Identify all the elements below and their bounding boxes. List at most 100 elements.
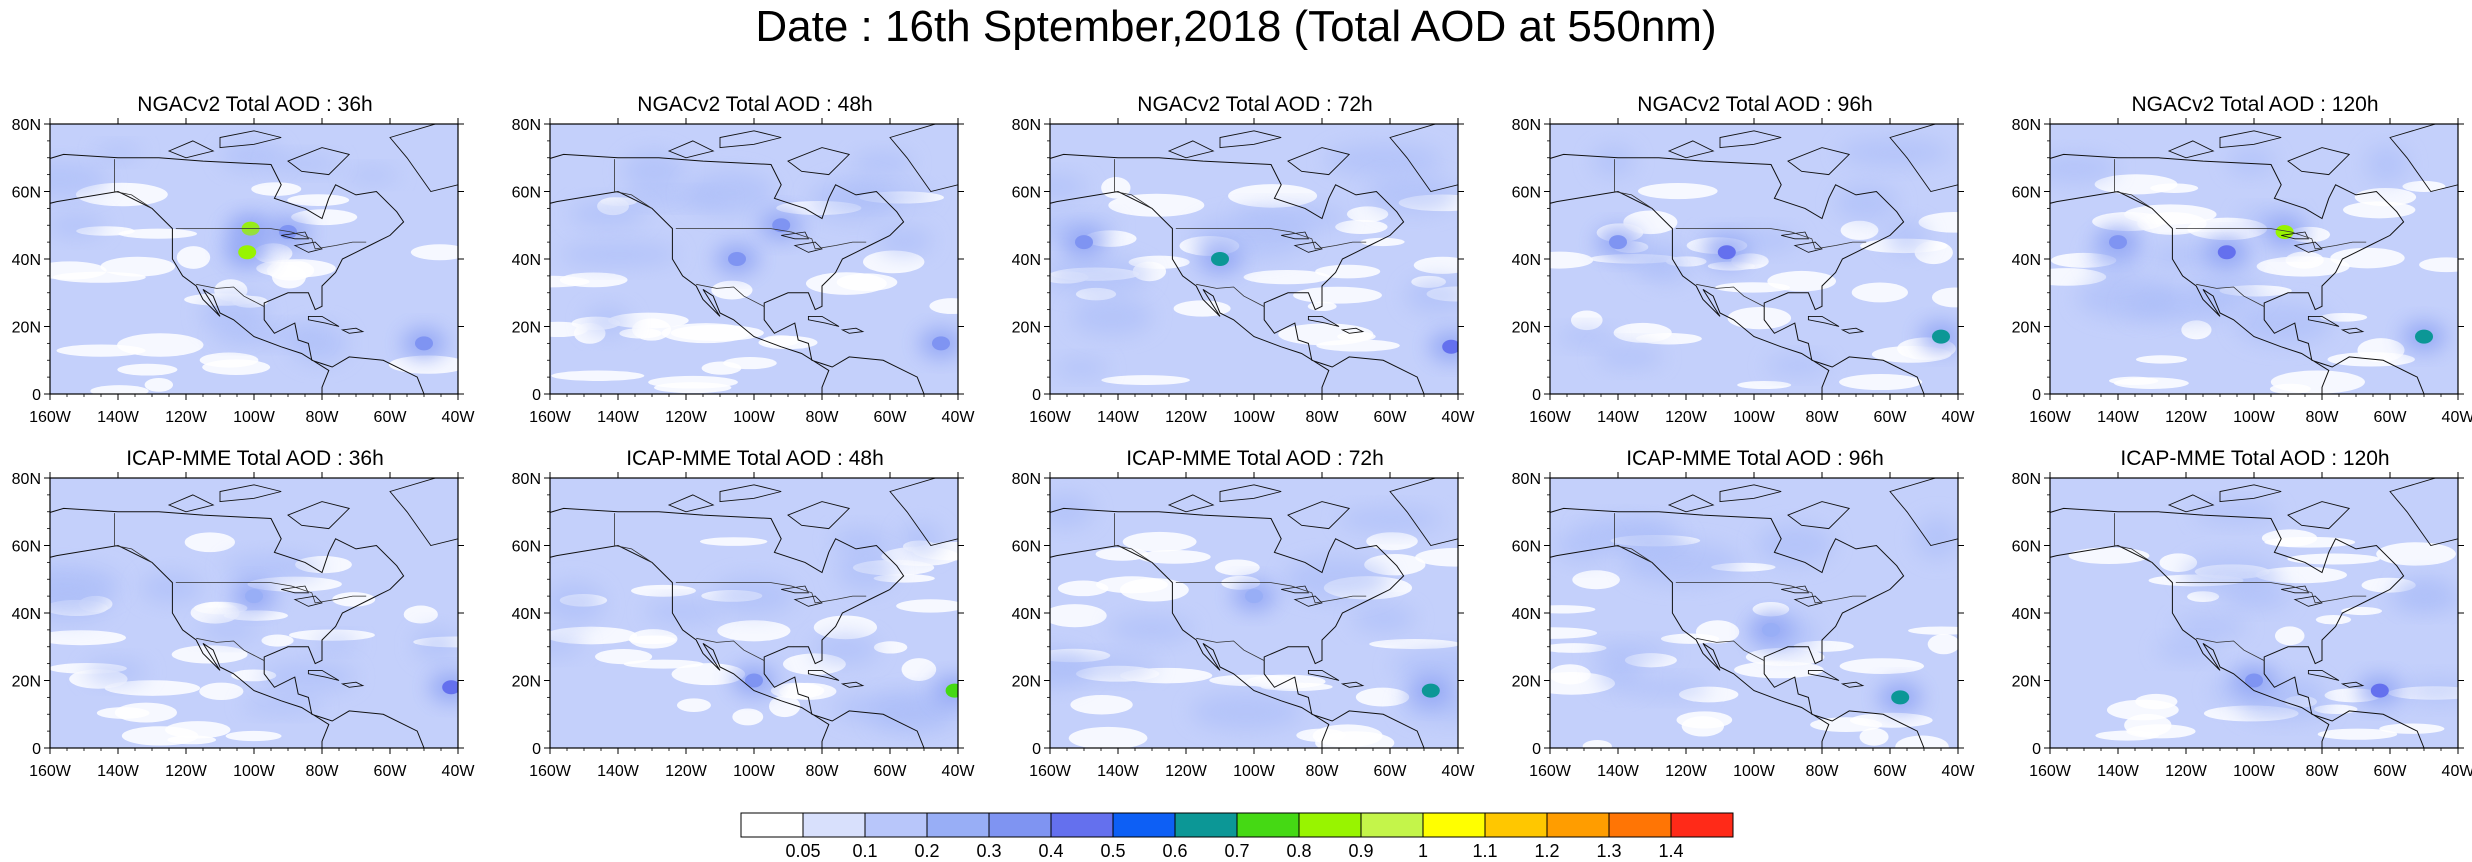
low-aod-patch <box>1355 687 1410 707</box>
lat-tick-label: 20N <box>2012 320 2041 337</box>
low-aod-patch <box>2187 591 2220 603</box>
lon-tick-label: 160W <box>529 409 572 426</box>
lon-tick-label: 60W <box>374 409 408 426</box>
low-aod-patch <box>1737 380 1792 390</box>
low-aod-patch <box>2315 614 2352 625</box>
moderate-aod-patch <box>200 292 268 335</box>
low-aod-patch <box>862 250 925 274</box>
national-border <box>175 582 367 604</box>
low-aod-patch <box>1366 532 1418 551</box>
national-border <box>1175 582 1367 604</box>
aod-hotspot <box>2275 225 2294 239</box>
lon-tick-label: 80W <box>1306 763 1340 780</box>
lon-tick-label: 60W <box>1874 763 1908 780</box>
aod-hotspot <box>1211 252 1229 266</box>
colorbar-swatch <box>1608 812 1672 838</box>
island-coastline <box>1307 669 1340 681</box>
colorbar-swatch <box>1112 812 1176 838</box>
lake-outline <box>1281 585 1310 594</box>
moderate-aod-patch <box>84 659 148 685</box>
low-aod-patch <box>2287 553 2380 565</box>
lon-tick-label: 140W <box>97 763 140 780</box>
island-coastline <box>1340 681 1365 688</box>
island-coastline <box>1287 501 1351 530</box>
moderate-aod-patch <box>833 693 950 725</box>
colorbar-swatch <box>1670 812 1734 838</box>
colorbar-label: 0.2 <box>914 841 939 860</box>
moderate-aod-patch <box>220 141 283 171</box>
low-aod-patch <box>1931 287 1958 308</box>
lake-outline <box>2293 241 2323 253</box>
low-aod-patch <box>176 246 211 269</box>
aod-hotspot <box>2370 683 2389 698</box>
colorbar-swatch <box>988 812 1052 838</box>
low-aod-patch <box>1840 220 1879 240</box>
lake-outline <box>2293 595 2323 607</box>
national-border <box>1696 283 1765 307</box>
lat-tick-label: 60N <box>512 185 541 202</box>
map-panel: NGACv2 Total AOD : 48h 80N 60N 40N 20N 0 160W 1… <box>500 92 976 452</box>
lake-outline <box>793 241 823 253</box>
aod-map: 80N 60N 40N 20N 0 160W 140W 120W 100W 80W 60W 40W <box>512 117 976 426</box>
lon-tick-label: 140W <box>597 409 640 426</box>
colorbar-label: 1.2 <box>1534 841 1559 860</box>
lon-tick-label: 120W <box>165 409 208 426</box>
moderate-aod-patch <box>1557 327 1614 347</box>
lat-tick-label: 20N <box>512 320 541 337</box>
lat-tick-label: 40N <box>512 606 541 623</box>
low-aod-patch <box>901 658 937 681</box>
national-border <box>675 228 867 250</box>
low-aod-patch <box>676 698 711 713</box>
low-aod-patch <box>1851 282 1908 303</box>
lon-tick-label: 100W <box>733 763 776 780</box>
moderate-aod-patch <box>1366 176 1458 214</box>
national-border <box>614 159 653 209</box>
colorbar-swatch <box>864 812 928 838</box>
low-aod-patch <box>96 707 150 719</box>
lon-tick-label: 160W <box>29 763 72 780</box>
island-coastline <box>667 140 715 159</box>
low-aod-patch <box>2124 713 2172 737</box>
lon-tick-label: 140W <box>97 409 140 426</box>
lon-tick-label: 40W <box>1942 763 1976 780</box>
lon-tick-label: 120W <box>2165 409 2208 426</box>
lon-tick-label: 80W <box>1806 409 1840 426</box>
moderate-aod-patch <box>50 161 109 198</box>
island-coastline <box>2340 681 2365 688</box>
low-aod-patch <box>550 275 590 288</box>
moderate-aod-patch <box>1338 507 1443 532</box>
moderate-aod-patch <box>1050 174 1088 200</box>
island-coastline <box>1219 130 1282 149</box>
moderate-aod-patch <box>2050 153 2118 184</box>
colorbar-swatch <box>1360 812 1424 838</box>
colorbar: 0.05 0.1 0.2 0.3 0.4 0.5 0.6 0.7 0.8 0.9 1 1.1 1.2 1.… <box>740 812 1734 860</box>
low-aod-patch <box>2113 377 2189 389</box>
aod-map: 80N 60N 40N 20N 0 160W 140W 120W 100W 80W 60W 40W <box>512 471 976 780</box>
island-coastline <box>1840 681 1865 688</box>
lat-tick-label: 60N <box>1012 185 1041 202</box>
low-aod-patch <box>2181 320 2212 340</box>
moderate-aod-patch <box>1914 516 1958 560</box>
island-coastline <box>1787 501 1851 530</box>
moderate-aod-patch <box>899 522 943 558</box>
island-coastline <box>2219 130 2282 149</box>
lon-tick-label: 40W <box>942 409 976 426</box>
colorbar-swatch <box>802 812 866 838</box>
island-coastline <box>1719 484 1782 503</box>
low-aod-patch <box>1918 212 1958 233</box>
national-border <box>1114 513 1153 563</box>
low-aod-patch <box>403 605 438 624</box>
colorbar-swatch <box>1174 812 1238 838</box>
island-coastline <box>219 484 282 503</box>
island-coastline <box>287 501 351 530</box>
lon-tick-label: 120W <box>2165 763 2208 780</box>
aod-map: 80N 60N 40N 20N 0 160W 140W 120W 100W 80W 60W 40W <box>2012 117 2472 426</box>
lake-outline <box>2281 585 2310 594</box>
low-aod-patch <box>779 682 837 700</box>
island-coastline <box>307 669 340 681</box>
lat-tick-label: 20N <box>1012 320 1041 337</box>
moderate-aod-patch <box>644 600 721 624</box>
low-aod-patch <box>1346 206 1389 222</box>
lon-tick-label: 160W <box>2029 409 2072 426</box>
colorbar-label: 0.05 <box>785 841 820 860</box>
